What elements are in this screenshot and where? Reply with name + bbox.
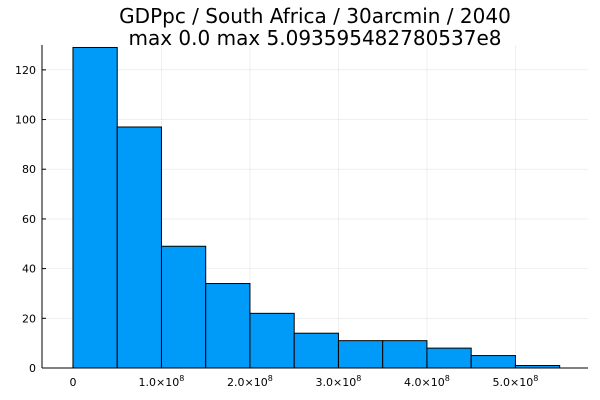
y-tick-label: 40	[22, 263, 36, 276]
x-tick-label: 5.0×108	[493, 374, 539, 389]
y-tick-labels: 0 20 40 60 80 100 120	[15, 64, 36, 375]
chart-subtitle: max 0.0 max 5.093595482780537e8	[128, 26, 501, 50]
histogram-bar	[116, 126, 162, 369]
chart-title: GDPpc / South Africa / 30arcmin / 2040	[119, 4, 511, 28]
x-tick-label: 0	[69, 376, 76, 389]
histogram-bar	[249, 312, 295, 369]
y-tick-label: 80	[22, 163, 36, 176]
x-tick-label: 4.0×108	[404, 374, 450, 389]
x-tick-label: 1.0×108	[139, 374, 185, 389]
bars	[72, 46, 561, 369]
x-tick-labels: 0 1.0×108 2.0×108 3.0×108 4.0×108 5.0×108	[69, 374, 538, 389]
histogram-bar	[205, 283, 251, 369]
histogram-bar	[470, 355, 516, 369]
y-tick-label: 20	[22, 312, 36, 325]
x-tick-label: 3.0×108	[316, 374, 362, 389]
histogram-bar	[337, 340, 384, 369]
y-tick-label: 120	[15, 64, 36, 77]
x-tick-label: 2.0×108	[227, 374, 273, 389]
axes	[41, 45, 588, 369]
histogram-bar	[72, 46, 118, 369]
histogram-bar	[382, 340, 428, 369]
histogram-bar	[293, 332, 339, 369]
y-tick-label: 100	[15, 114, 36, 127]
histogram-bar	[160, 245, 207, 369]
y-tick-label: 60	[22, 213, 36, 226]
y-tick-label: 0	[29, 362, 36, 375]
histogram-bar	[426, 347, 472, 369]
